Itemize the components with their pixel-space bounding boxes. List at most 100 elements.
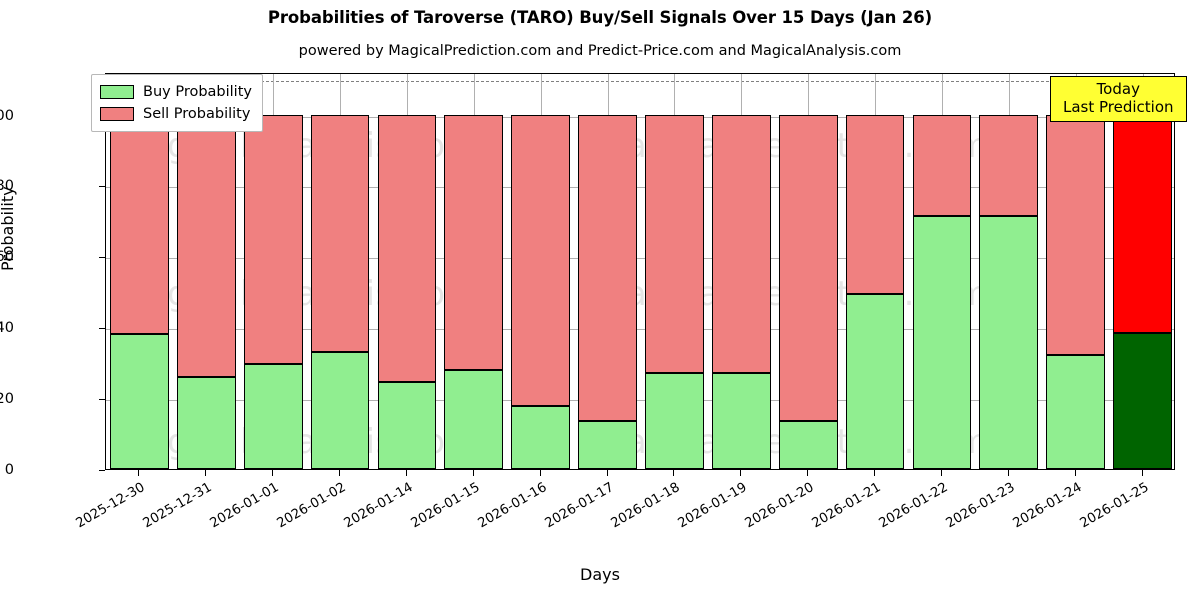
bar-segment-buy[interactable] [578,421,637,469]
bar-segment-sell[interactable] [912,114,972,216]
bar-segment-buy[interactable] [1046,355,1106,469]
gridline-y [106,187,1174,189]
x-tick-mark [339,470,340,476]
bar-group[interactable] [645,74,704,469]
bar-segment-sell[interactable] [310,114,370,353]
bar-segment-buy[interactable] [979,215,1039,469]
bar-group[interactable] [979,74,1039,469]
bar-segment-buy[interactable] [511,406,571,469]
bar-segment-buy[interactable] [310,352,370,469]
x-tick-mark [406,470,407,476]
x-tick-mark [874,470,875,476]
x-axis-label: Days [580,565,620,584]
legend-swatch-buy [100,85,134,99]
chart-title: Probabilities of Taroverse (TARO) Buy/Se… [267,8,933,27]
bar-group[interactable] [377,74,437,469]
bar-segment-sell[interactable] [845,114,905,294]
today-label-line1: Today [1096,80,1140,98]
x-tick-mark [1075,470,1076,476]
y-tick-mark [99,257,105,259]
chart-subtitle: powered by MagicalPrediction.com and Pre… [298,43,902,59]
bar-segment-sell[interactable] [711,114,771,374]
today-label-line2: Last Prediction [1063,97,1174,116]
x-tick-label: 2026-01-17 [542,480,617,532]
bar-segment-sell[interactable] [176,114,236,377]
bar-segment-sell[interactable] [243,114,303,365]
x-tick-label: 2026-01-23 [943,480,1018,532]
bar-group[interactable] [845,74,905,469]
bar-segment-sell[interactable] [377,114,437,383]
reference-dashed-line [106,81,1174,83]
bar-segment-buy[interactable] [711,373,771,469]
y-tick-label: 80 [0,178,14,195]
y-tick-mark [99,186,105,188]
x-tick-mark [673,470,674,476]
x-tick-mark [740,470,741,476]
bar-group[interactable] [176,74,236,469]
bar-group[interactable] [1046,74,1106,469]
plot-area: MagicalAnalysis.comMagicalPrediction.com… [105,73,1175,470]
bar-group[interactable] [578,74,637,469]
x-tick-label: 2026-01-25 [1077,480,1152,532]
x-tick-label: 2025-12-30 [74,480,148,532]
x-tick-label: 2026-01-01 [207,480,282,532]
gridline-y [106,400,1174,402]
y-tick-label: 100 [0,107,14,124]
bar-group[interactable] [243,74,303,469]
x-tick-label: 2026-01-15 [408,480,483,532]
bar-segment-sell[interactable] [444,114,504,371]
bar-group[interactable] [310,74,370,469]
y-tick-mark [99,328,105,330]
bar-segment-sell[interactable] [979,114,1039,216]
legend-label-buy: Buy Probability [143,84,252,100]
bar-segment-sell[interactable] [578,114,637,422]
y-tick-label: 20 [0,391,14,408]
x-tick-mark [272,470,273,476]
x-tick-mark [1008,470,1009,476]
x-tick-label: 2026-01-19 [675,480,750,532]
legend-swatch-sell [100,107,134,121]
y-tick-mark [99,399,105,401]
bar-segment-buy[interactable] [176,376,236,469]
bar-group[interactable] [711,74,771,469]
bar-segment-sell[interactable] [511,114,571,407]
bar-segment-buy[interactable] [778,421,838,469]
gridline-y [106,116,1174,118]
bar-segment-buy[interactable] [243,364,303,469]
bar-segment-sell[interactable] [1046,114,1106,356]
bar-group[interactable] [778,74,838,469]
bar-segment-buy[interactable] [377,382,437,469]
bar-segment-sell[interactable] [110,114,169,334]
gridline-y [106,329,1174,331]
bar-segment-sell[interactable] [645,114,704,374]
chart-legend: Buy Probability Sell Probability [91,74,263,132]
bar-group[interactable] [1113,74,1172,469]
bar-segment-buy[interactable] [110,333,169,469]
x-tick-label: 2026-01-22 [876,480,951,532]
bar-group[interactable] [511,74,571,469]
today-annotation-box: Today Last Prediction [1050,76,1187,123]
bar-segment-buy[interactable] [845,293,905,469]
x-tick-mark [941,470,942,476]
bar-segment-buy[interactable] [645,373,704,469]
bar-segment-sell[interactable] [1113,114,1172,334]
bar-segment-buy[interactable] [444,370,504,469]
gridline-y [106,258,1174,260]
bar-group[interactable] [444,74,504,469]
bar-segment-buy[interactable] [1113,333,1172,469]
x-tick-label: 2026-01-18 [609,480,683,532]
bar-group[interactable] [110,74,169,469]
x-tick-mark [807,470,808,476]
x-tick-mark [473,470,474,476]
x-tick-label: 2026-01-21 [809,480,884,532]
bar-segment-buy[interactable] [912,215,972,469]
bar-segment-sell[interactable] [778,114,838,422]
x-tick-label: 2026-01-02 [274,480,349,532]
x-tick-label: 2026-01-14 [341,480,416,532]
legend-item-sell: Sell Probability [100,103,252,125]
x-tick-label: 2026-01-20 [742,480,817,532]
bar-group[interactable] [912,74,972,469]
legend-item-buy: Buy Probability [100,81,252,103]
y-tick-label: 40 [0,320,14,337]
